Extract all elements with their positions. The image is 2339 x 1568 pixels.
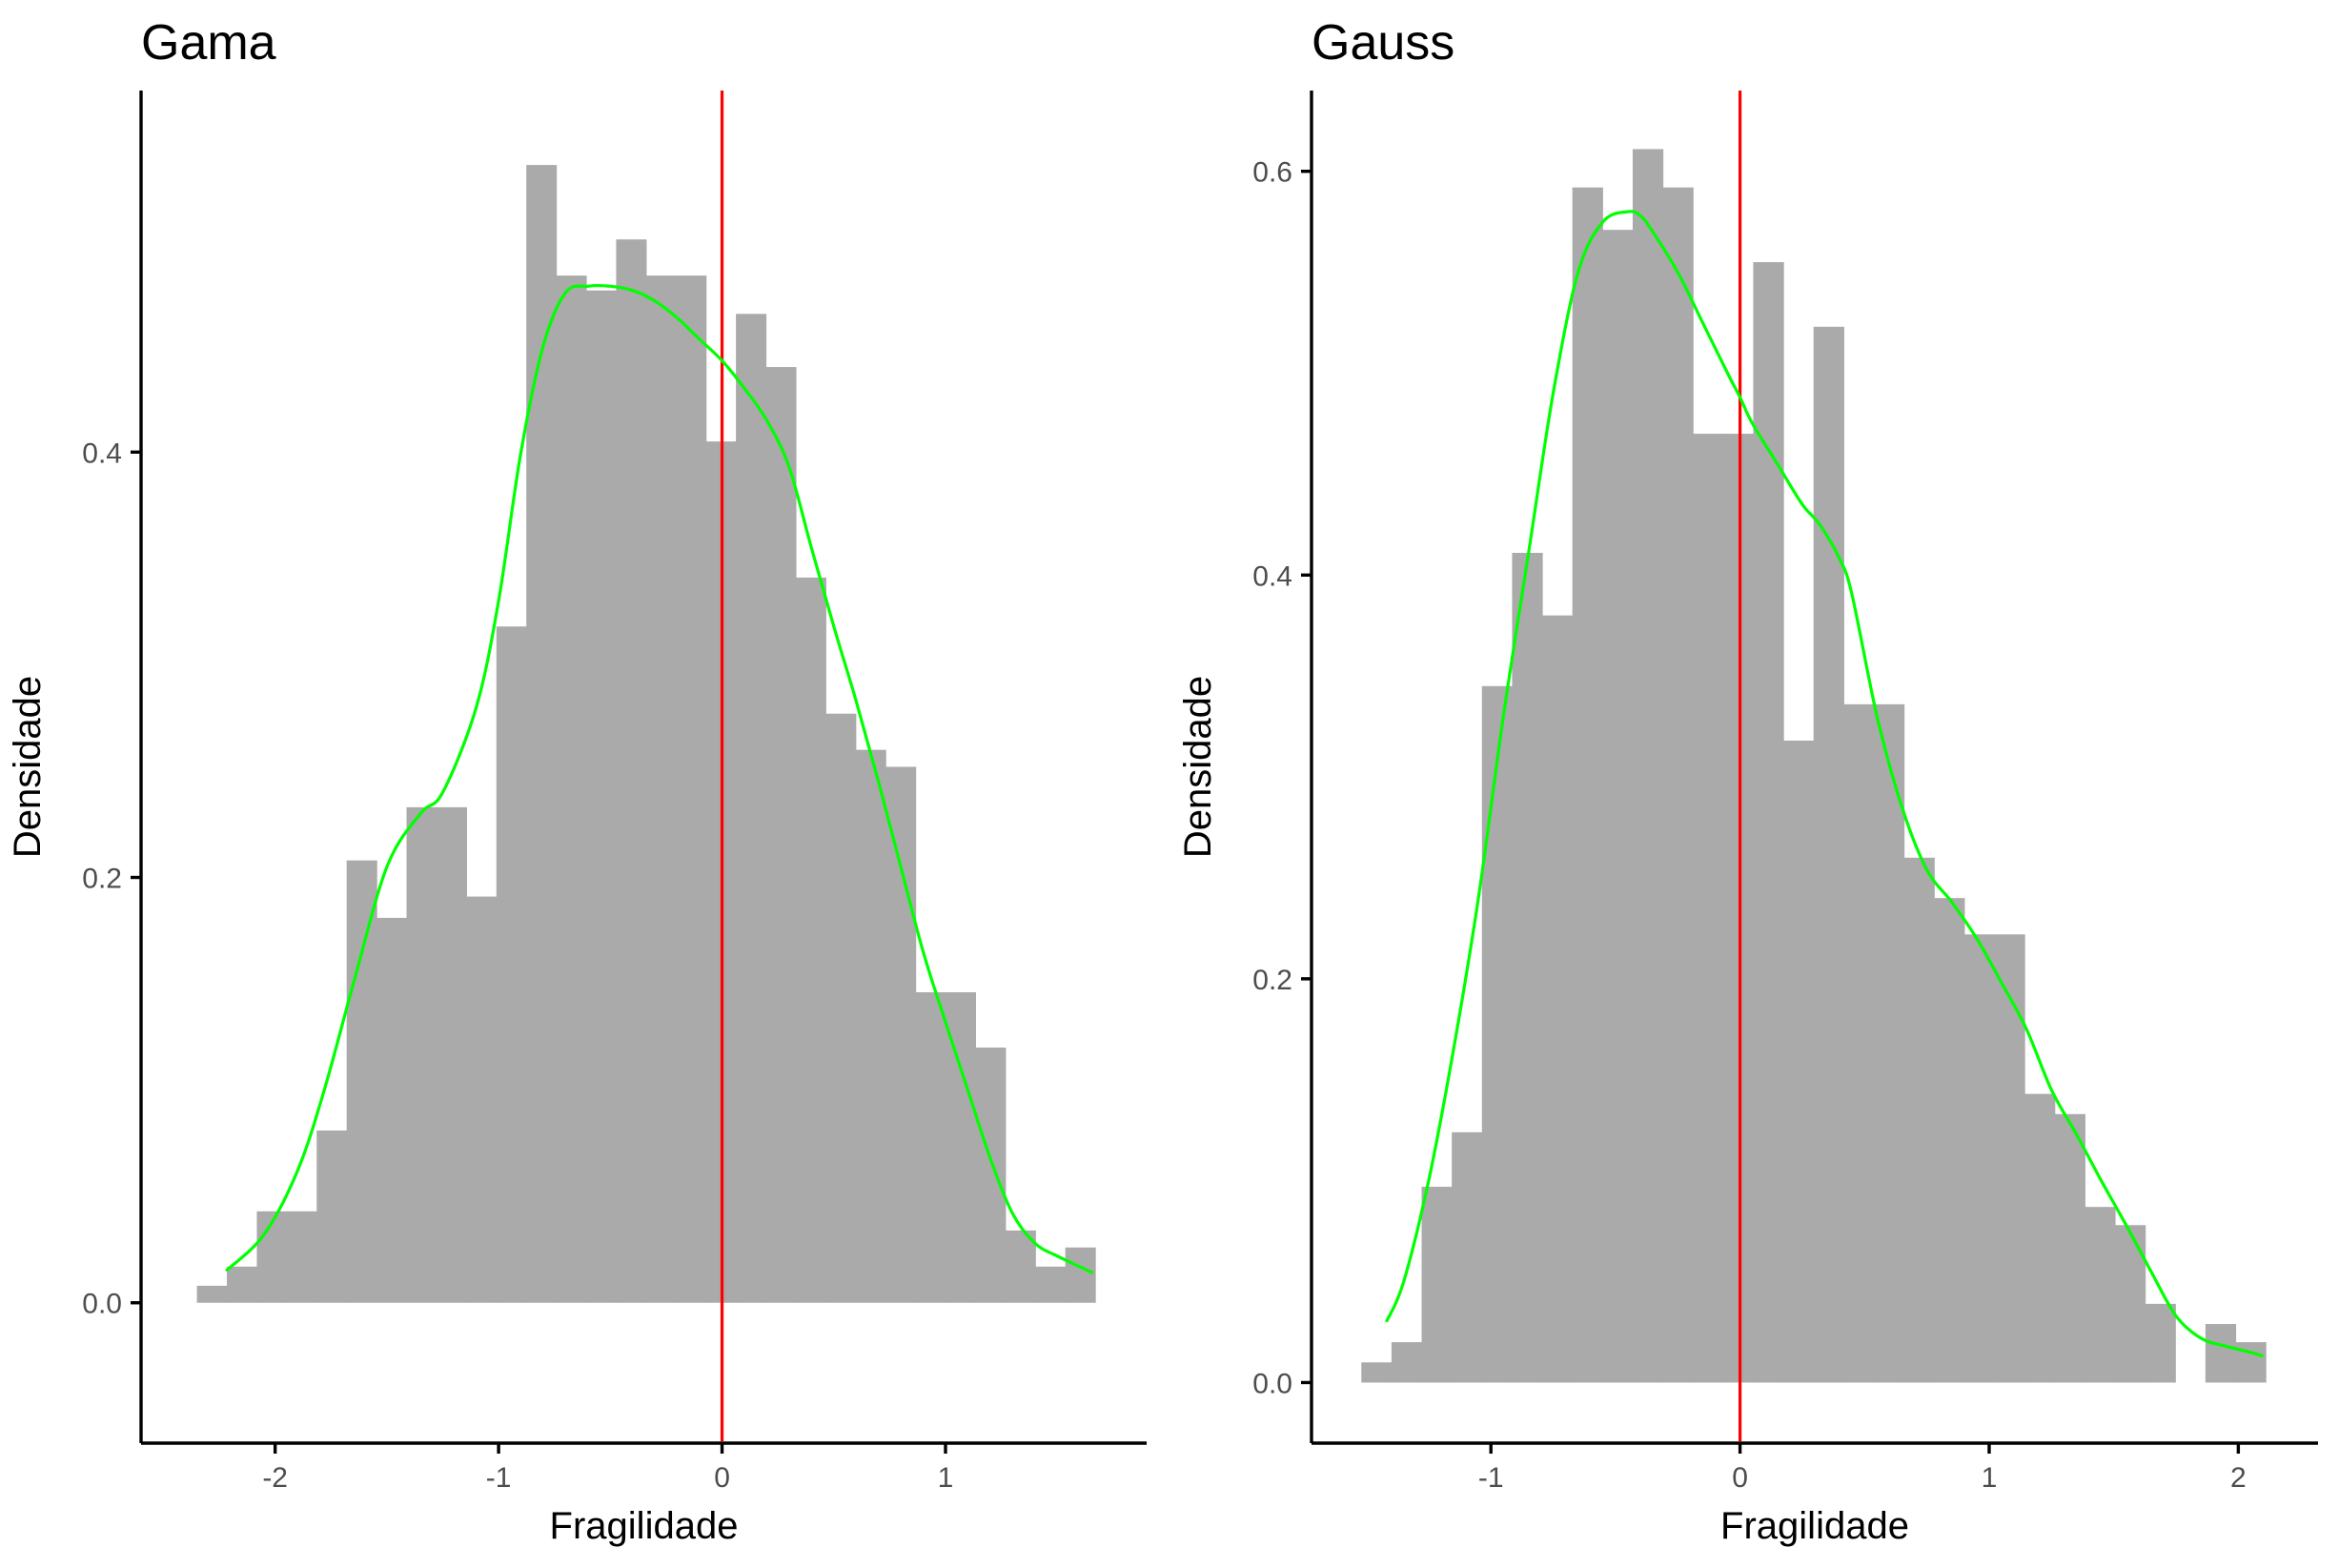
y-tick-label: 0.4 bbox=[1252, 560, 1292, 592]
histogram-bar bbox=[1602, 230, 1634, 1383]
histogram-bar bbox=[1005, 1230, 1036, 1303]
histogram-bar bbox=[2024, 1093, 2056, 1383]
histogram-bar bbox=[1903, 857, 1935, 1383]
histogram-bar bbox=[196, 1285, 228, 1303]
x-tick-label: 1 bbox=[1982, 1462, 1998, 1494]
histogram-bar bbox=[1421, 1187, 1453, 1383]
x-tick-label: -1 bbox=[486, 1462, 512, 1494]
histogram-bar bbox=[645, 275, 677, 1303]
histogram-bar bbox=[1572, 187, 1603, 1383]
y-tick-label: 0.0 bbox=[82, 1289, 122, 1320]
x-tick-label: -1 bbox=[1478, 1462, 1504, 1494]
histogram-bar bbox=[406, 806, 437, 1303]
histogram-bar bbox=[946, 992, 977, 1303]
histogram-bar bbox=[825, 713, 857, 1303]
histogram-bar bbox=[1963, 934, 1996, 1383]
histogram-bar bbox=[2205, 1324, 2237, 1383]
histogram-bar bbox=[316, 1130, 348, 1303]
histogram-bar bbox=[795, 577, 826, 1303]
x-tick-label: 2 bbox=[2230, 1462, 2247, 1494]
y-axis-title: Densidade bbox=[1177, 676, 1219, 858]
density-curve bbox=[1384, 210, 2264, 1358]
histogram-bar bbox=[1035, 1266, 1067, 1303]
histogram-bar bbox=[286, 1211, 317, 1303]
x-tick-label: 0 bbox=[1732, 1462, 1748, 1494]
y-tick-label: 0.4 bbox=[82, 438, 122, 469]
histogram-bar bbox=[2085, 1207, 2116, 1383]
histogram-bar bbox=[765, 367, 797, 1303]
histogram-bar bbox=[1783, 740, 1815, 1383]
histogram-bar bbox=[1632, 149, 1664, 1383]
histogram-bar bbox=[1391, 1342, 1423, 1383]
histogram-bar bbox=[855, 749, 886, 1303]
x-tick-label: 1 bbox=[938, 1462, 954, 1494]
x-tick-label: 0 bbox=[714, 1462, 730, 1494]
histogram-bar bbox=[1662, 187, 1694, 1383]
histogram-bar bbox=[436, 806, 467, 1303]
y-axis-title: Densidade bbox=[7, 676, 49, 858]
histogram-bar bbox=[915, 992, 946, 1303]
histogram-bar bbox=[1065, 1247, 1096, 1303]
histogram-bar bbox=[1542, 615, 1574, 1383]
histogram-bar bbox=[1693, 434, 1724, 1383]
histogram-bar bbox=[2145, 1303, 2176, 1383]
histogram-bar bbox=[1994, 934, 2025, 1383]
panel-gama: -2 -1 0 1 0.0 0.2 0.4 Gama Fragilidade Densidade bbox=[7, 15, 1147, 1547]
histogram-bar bbox=[1813, 326, 1844, 1383]
histogram-bar bbox=[1452, 1131, 1483, 1383]
histogram-bar bbox=[1512, 553, 1543, 1383]
histogram-bar bbox=[346, 860, 377, 1303]
histogram-bar bbox=[376, 917, 408, 1303]
histogram-bar bbox=[676, 275, 707, 1303]
histogram-bar bbox=[885, 766, 917, 1303]
y-tick-label: 0.2 bbox=[82, 864, 122, 895]
y-tick-label: 0.2 bbox=[1252, 965, 1292, 996]
histogram-bar bbox=[526, 165, 558, 1303]
histogram-bar bbox=[975, 1048, 1007, 1303]
y-tick-label: 0.6 bbox=[1252, 157, 1292, 189]
histogram-bar bbox=[1843, 703, 1875, 1383]
histogram-bar bbox=[227, 1266, 258, 1303]
histogram-bar bbox=[466, 896, 498, 1303]
panel-title: Gauss bbox=[1312, 15, 1454, 71]
panel-title: Gama bbox=[141, 15, 276, 71]
x-axis-title: Fragilidade bbox=[1720, 1505, 1909, 1547]
histogram-bar bbox=[1934, 898, 1965, 1383]
histogram-bar bbox=[496, 626, 527, 1303]
histogram-bar bbox=[2054, 1113, 2085, 1383]
histogram-bar bbox=[616, 239, 647, 1303]
histogram-bar bbox=[586, 290, 618, 1303]
histogram-bar bbox=[1873, 703, 1905, 1383]
histogram-bar bbox=[736, 314, 767, 1303]
histogram-bar bbox=[256, 1211, 288, 1303]
density-curve bbox=[224, 283, 1094, 1274]
x-tick-label: -2 bbox=[262, 1462, 288, 1494]
histogram-bar bbox=[1481, 685, 1514, 1383]
panel-gauss: -1 0 1 2 0.0 0.2 0.4 0.6 Gauss Fragilidade Densida… bbox=[1177, 15, 2318, 1547]
histogram-bar bbox=[1722, 434, 1755, 1383]
histogram-bar bbox=[556, 275, 587, 1303]
histogram-bar bbox=[1361, 1362, 1393, 1383]
x-axis-title: Fragilidade bbox=[550, 1505, 739, 1547]
histogram-bar bbox=[2114, 1225, 2146, 1383]
y-tick-label: 0.0 bbox=[1252, 1368, 1292, 1399]
